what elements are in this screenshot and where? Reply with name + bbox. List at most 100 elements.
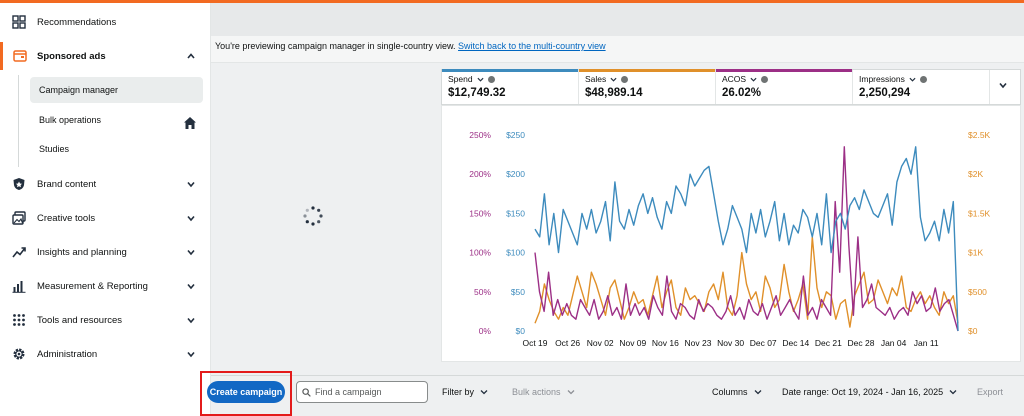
expand-metrics-chevron-icon[interactable] (998, 80, 1008, 90)
x-tick-label: Jan 04 (881, 338, 907, 348)
metric-card-spend[interactable]: Spend $12,749.32 (442, 69, 579, 104)
chevron-down-icon[interactable] (186, 281, 196, 291)
metric-label: Sales (585, 74, 607, 84)
top-accent-bar (0, 0, 1024, 3)
create-campaign-button[interactable]: Create campaign (207, 381, 285, 403)
y-tick-sales: $2K (968, 169, 983, 179)
header-strip (211, 3, 1024, 36)
x-tick-label: Nov 30 (717, 338, 744, 348)
info-icon[interactable] (761, 75, 769, 83)
series-line-sales (534, 236, 959, 328)
chevron-down-icon[interactable] (909, 76, 916, 83)
metric-label: Spend (448, 74, 473, 84)
switch-view-link[interactable]: Switch back to the multi-country view (458, 41, 606, 51)
chevron-down-icon[interactable] (186, 315, 196, 325)
chevron-down-icon[interactable] (610, 76, 617, 83)
sidebar-item-label: Recommendations (37, 16, 117, 28)
metric-value: 2,250,294 (859, 87, 911, 99)
y-tick-spend: $200 (506, 169, 525, 179)
x-tick-label: Nov 02 (587, 338, 614, 348)
metric-card-acos[interactable]: ACOS 26.02% (716, 69, 853, 104)
x-tick-label: Dec 14 (782, 338, 809, 348)
metric-color-bar (442, 69, 578, 72)
x-tick-label: Nov 16 (652, 338, 679, 348)
filter-by-dropdown[interactable]: Filter by (442, 381, 488, 403)
chevron-down-icon (754, 390, 761, 395)
sidebar-subitem-studies[interactable]: Studies (30, 136, 203, 162)
shield-icon (13, 178, 25, 190)
sidebar-item-label: Administration (37, 348, 98, 360)
metric-value: $48,989.14 (585, 87, 643, 99)
metric-label: Impressions (859, 74, 905, 84)
trend-icon (12, 247, 26, 258)
x-tick-label: Oct 26 (555, 338, 580, 348)
performance-chart: 0% $0 $0 50% $50 $500 100% $100 $1K 150% $150 $1.5K… (469, 130, 991, 348)
columns-label: Columns (712, 387, 748, 397)
search-input[interactable]: Find a campaign (296, 381, 428, 403)
columns-dropdown[interactable]: Columns (712, 381, 762, 403)
chevron-down-icon[interactable] (186, 179, 196, 189)
sidebar: Recommendations Sponsored ads Campaign m… (0, 3, 211, 416)
subitem-label: Bulk operations (39, 115, 102, 125)
x-tick-label: Dec 21 (815, 338, 842, 348)
chevron-down-icon (480, 390, 488, 395)
metric-value: $12,749.32 (448, 87, 506, 99)
x-tick-label: Jan 11 (914, 338, 939, 348)
sidebar-item-label: Creative tools (37, 212, 96, 224)
y-tick-sales: $1.5K (968, 208, 991, 218)
bulk-actions-dropdown[interactable]: Bulk actions (512, 381, 575, 403)
chevron-down-icon (567, 390, 574, 395)
sidebar-item-tools-and-resources[interactable]: Tools and resources (0, 306, 211, 334)
sidebar-item-insights-and-planning[interactable]: Insights and planning (0, 238, 211, 266)
home-icon[interactable] (183, 116, 197, 130)
chevron-down-icon[interactable] (186, 247, 196, 257)
y-tick-acos: 200% (469, 169, 491, 179)
chevron-down-icon[interactable] (186, 213, 196, 223)
sidebar-item-recommendations[interactable]: Recommendations (0, 8, 211, 36)
chevron-down-icon[interactable] (750, 76, 757, 83)
metric-card-impressions[interactable]: Impressions 2,250,294 (853, 70, 990, 104)
bar-chart-icon (12, 281, 26, 293)
sidebar-item-measurement-reporting[interactable]: Measurement & Reporting (0, 272, 211, 300)
sidebar-subitem-bulk-operations[interactable]: Bulk operations (30, 107, 203, 133)
y-tick-acos: 0% (479, 326, 492, 336)
x-tick-label: Nov 23 (685, 338, 712, 348)
highlight-box (200, 371, 292, 416)
y-tick-sales: $0 (968, 326, 978, 336)
date-range-dropdown[interactable]: Date range: Oct 19, 2024 - Jan 16, 2025 (782, 381, 957, 403)
sidebar-item-label: Insights and planning (37, 246, 127, 258)
filter-label: Filter by (442, 387, 475, 397)
grid-icon (12, 15, 26, 29)
chevron-down-icon[interactable] (186, 349, 196, 359)
y-tick-acos: 50% (474, 287, 491, 297)
sidebar-item-creative-tools[interactable]: Creative tools (0, 204, 211, 232)
y-tick-spend: $100 (506, 248, 525, 258)
sidebar-item-label: Brand content (37, 178, 97, 190)
series-line-spend (534, 146, 959, 332)
chevron-up-icon[interactable] (186, 51, 196, 61)
chevron-down-icon (949, 390, 957, 395)
sidebar-subitem-campaign-manager[interactable]: Campaign manager (30, 77, 203, 103)
subitem-label: Studies (39, 144, 70, 154)
info-icon[interactable] (487, 75, 495, 83)
y-tick-sales: $500 (968, 287, 987, 297)
date-range-label: Date range: Oct 19, 2024 - Jan 16, 2025 (782, 387, 944, 397)
gear-icon (13, 348, 25, 360)
sidebar-item-brand-content[interactable]: Brand content (0, 170, 211, 198)
metric-card-sales[interactable]: Sales $48,989.14 (579, 69, 716, 104)
y-tick-acos: 100% (469, 248, 491, 258)
sidebar-item-administration[interactable]: Administration (0, 340, 211, 368)
info-icon[interactable] (621, 75, 629, 83)
chevron-down-icon[interactable] (477, 76, 484, 83)
y-tick-acos: 150% (469, 208, 491, 218)
x-tick-label: Dec 28 (848, 338, 875, 348)
images-icon (12, 211, 26, 225)
sidebar-item-label: Tools and resources (37, 314, 123, 326)
preview-banner: You're previewing campaign manager in si… (211, 36, 1024, 63)
sidebar-item-sponsored-ads[interactable]: Sponsored ads (0, 42, 211, 70)
export-button[interactable]: Export (977, 387, 1004, 397)
metric-color-bar (716, 69, 852, 72)
info-icon[interactable] (919, 75, 927, 83)
x-tick-label: Dec 07 (750, 338, 777, 348)
y-tick-sales: $2.5K (968, 130, 991, 140)
